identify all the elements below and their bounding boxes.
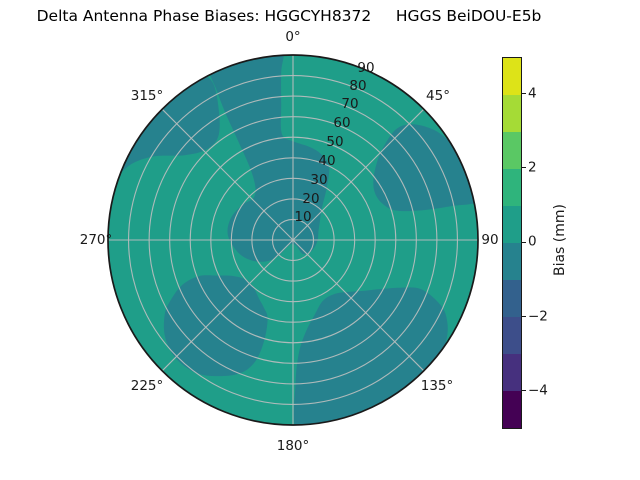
colorbar-tick-label: 0 <box>528 233 537 250</box>
theta-tick-label-45: 45° <box>426 88 450 104</box>
colorbar-tick-mark <box>522 316 526 318</box>
colorbar-band <box>503 132 521 169</box>
r-tick-label-90: 90 <box>357 60 375 76</box>
colorbar-band <box>503 58 521 95</box>
colorbar-tick-label: 4 <box>528 85 537 102</box>
contour-region-southeast-patch <box>293 287 448 425</box>
theta-tick-label-270: 270° <box>79 232 113 248</box>
grid-spoke <box>161 108 294 241</box>
r-tick-label-50: 50 <box>326 134 344 150</box>
grid-spoke <box>292 108 425 241</box>
colorbar-band <box>503 243 521 280</box>
theta-tick-label-90: 90 <box>481 232 499 248</box>
r-tick-label-10: 10 <box>294 209 312 225</box>
r-tick-label-80: 80 <box>349 78 367 94</box>
colorbar-tick-mark <box>522 390 526 392</box>
colorbar-tick-label: −2 <box>528 308 548 325</box>
theta-tick-label-135: 135° <box>420 378 454 394</box>
colorbar-tick-mark <box>522 167 526 169</box>
r-tick-label-60: 60 <box>333 115 351 131</box>
colorbar-band <box>503 95 521 132</box>
colorbar <box>502 57 522 429</box>
contour-region-west-edge-band <box>111 75 220 189</box>
theta-tick-label-225: 225° <box>130 378 164 394</box>
theta-tick-label-315: 315° <box>130 88 164 104</box>
colorbar-tick-mark <box>522 93 526 95</box>
contour-region-southwest-patch <box>163 275 268 377</box>
colorbar-band <box>503 206 521 243</box>
r-tick-label-30: 30 <box>310 172 328 188</box>
r-tick-label-70: 70 <box>341 96 359 112</box>
theta-tick-label-180: 180° <box>276 438 310 454</box>
polar-outline <box>107 54 479 426</box>
colorbar-axis-label: Bias (mm) <box>552 203 568 277</box>
colorbar-band <box>503 280 521 317</box>
r-tick-label-20: 20 <box>302 191 320 207</box>
colorbar-band <box>503 317 521 354</box>
grid-spoke <box>292 239 425 372</box>
r-tick-label-40: 40 <box>318 153 336 169</box>
colorbar-tick-mark <box>522 242 526 244</box>
colorbar-tick-label: 2 <box>528 159 537 176</box>
grid-spoke <box>161 239 294 372</box>
colorbar-band <box>503 169 521 206</box>
chart-title: Delta Antenna Phase Biases: HGGCYH8372 H… <box>36 7 542 25</box>
theta-tick-label-0: 0° <box>285 29 301 45</box>
colorbar-band <box>503 391 521 428</box>
colorbar-band <box>503 354 521 391</box>
colorbar-tick-label: −4 <box>528 382 548 399</box>
